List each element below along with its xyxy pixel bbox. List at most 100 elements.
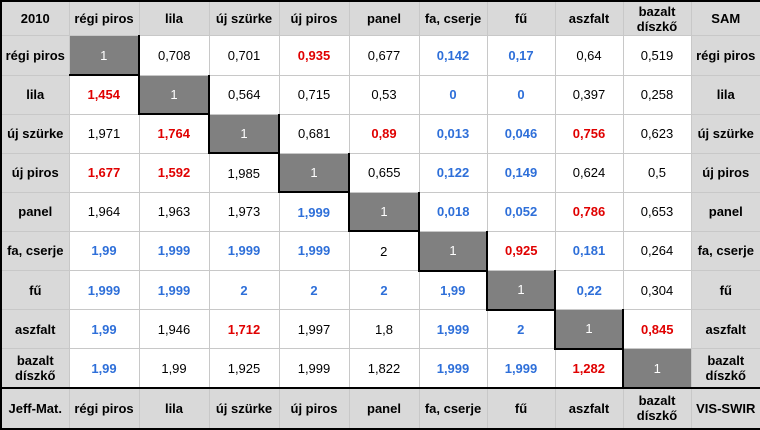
corner-method: SAM — [690, 0, 760, 37]
column-header: aszfalt — [554, 0, 624, 37]
value-cell: 1,999 — [138, 230, 210, 272]
column-footer: lila — [138, 386, 210, 430]
value-cell: 0,624 — [554, 152, 624, 193]
value-cell: 1,712 — [208, 309, 280, 350]
value-cell: 2 — [278, 270, 350, 311]
value-cell: 0,142 — [418, 35, 488, 76]
diagonal-cell: 1 — [554, 309, 624, 350]
column-header: fa, cserje — [418, 0, 488, 37]
value-cell: 1,99 — [418, 270, 488, 311]
value-cell: 1,999 — [278, 191, 350, 232]
row-header: aszfalt — [0, 309, 70, 350]
value-cell: 1,99 — [68, 309, 140, 350]
value-cell: 0,708 — [138, 35, 210, 76]
value-cell: 2 — [348, 270, 420, 311]
table-row: bazalt díszkő 1,99 1,99 1,925 1,999 1,822 1,99… — [0, 348, 760, 389]
footer-row: Jeff-Mat. régi piros lila új szürke új piros… — [0, 386, 760, 430]
value-cell: 1,677 — [68, 152, 140, 193]
value-cell: 0,64 — [554, 35, 624, 76]
value-cell: 0,046 — [486, 113, 556, 154]
value-cell: 0,89 — [348, 113, 420, 154]
row-header-right: fa, cserje — [690, 230, 760, 272]
table-row: fa, cserje 1,99 1,999 1,999 1,999 2 1 0,925 0,18… — [0, 230, 760, 272]
value-cell: 1,963 — [138, 191, 210, 232]
value-cell: 0,264 — [622, 230, 692, 272]
header-row: 2010 régi piros lila új szürke új piros panel… — [0, 0, 760, 37]
value-cell: 2 — [208, 270, 280, 311]
value-cell: 1,99 — [68, 348, 140, 389]
value-cell: 2 — [486, 309, 556, 350]
value-cell: 0,22 — [554, 270, 624, 311]
column-footer: aszfalt — [554, 386, 624, 430]
row-header-right: új piros — [690, 152, 760, 193]
value-cell: 0,756 — [554, 113, 624, 154]
value-cell: 1,999 — [138, 270, 210, 311]
table-row: új szürke 1,971 1,764 1 0,681 0,89 0,013 0,046 0… — [0, 113, 760, 155]
corner-distance: Jeff-Mat. — [0, 386, 70, 430]
column-header: új szürke — [208, 0, 280, 37]
value-cell: 0,925 — [486, 230, 556, 272]
value-cell: 1,454 — [68, 74, 140, 115]
value-cell: 1,925 — [208, 348, 280, 389]
value-cell: 1,592 — [138, 152, 210, 193]
diagonal-cell: 1 — [278, 152, 350, 194]
value-cell: 1,99 — [138, 348, 210, 389]
value-cell: 1,99 — [68, 230, 140, 272]
table-row: lila 1,454 1 0,564 0,715 0,53 0 0 0,397 0,258 lila — [0, 74, 760, 116]
value-cell: 0,304 — [622, 270, 692, 311]
value-cell: 0,701 — [208, 35, 280, 76]
diagonal-cell: 1 — [138, 74, 210, 116]
column-header: régi piros — [68, 0, 140, 37]
value-cell: 1,999 — [418, 348, 488, 389]
column-header: fű — [486, 0, 556, 37]
diagonal-cell: 1 — [486, 270, 556, 311]
value-cell: 0,677 — [348, 35, 420, 76]
row-header: lila — [0, 74, 70, 115]
diagonal-cell: 1 — [68, 35, 140, 77]
row-header: régi piros — [0, 35, 70, 76]
value-cell: 0,786 — [554, 191, 624, 232]
row-header: fű — [0, 270, 70, 311]
row-header-right: régi piros — [690, 35, 760, 76]
value-cell: 0,181 — [554, 230, 624, 272]
row-header-right: lila — [690, 74, 760, 115]
row-header: fa, cserje — [0, 230, 70, 272]
value-cell: 1,997 — [278, 309, 350, 350]
column-footer: bazalt díszkő — [622, 386, 692, 430]
value-cell: 1,999 — [486, 348, 556, 389]
value-cell: 1,999 — [278, 230, 350, 272]
diagonal-cell: 1 — [622, 348, 692, 389]
column-header: bazalt díszkő — [622, 0, 692, 37]
value-cell: 1,282 — [554, 348, 624, 389]
value-cell: 1,946 — [138, 309, 210, 350]
value-cell: 0,397 — [554, 74, 624, 115]
column-footer: új szürke — [208, 386, 280, 430]
value-cell: 0,715 — [278, 74, 350, 115]
row-header-right: új szürke — [690, 113, 760, 154]
value-cell: 0,013 — [418, 113, 488, 154]
value-cell: 1,822 — [348, 348, 420, 389]
value-cell: 0,519 — [622, 35, 692, 76]
value-cell: 1,964 — [68, 191, 140, 232]
diagonal-cell: 1 — [208, 113, 280, 155]
value-cell: 1,999 — [68, 270, 140, 311]
row-header: bazalt díszkő — [0, 348, 70, 389]
value-cell: 0 — [486, 74, 556, 115]
value-cell: 0,17 — [486, 35, 556, 76]
value-cell: 1,971 — [68, 113, 140, 154]
value-cell: 0,052 — [486, 191, 556, 232]
column-footer: új piros — [278, 386, 350, 430]
column-header: panel — [348, 0, 420, 37]
value-cell: 1,999 — [278, 348, 350, 389]
value-cell: 2 — [348, 230, 420, 272]
table-row: régi piros 1 0,708 0,701 0,935 0,677 0,142 0,17… — [0, 35, 760, 77]
column-header: lila — [138, 0, 210, 37]
value-cell: 1,985 — [208, 152, 280, 193]
corner-year: 2010 — [0, 0, 70, 37]
value-cell: 1,8 — [348, 309, 420, 350]
value-cell: 0,653 — [622, 191, 692, 232]
value-cell: 1,764 — [138, 113, 210, 154]
value-cell: 0,845 — [622, 309, 692, 350]
value-cell: 1,973 — [208, 191, 280, 232]
value-cell: 0,122 — [418, 152, 488, 193]
